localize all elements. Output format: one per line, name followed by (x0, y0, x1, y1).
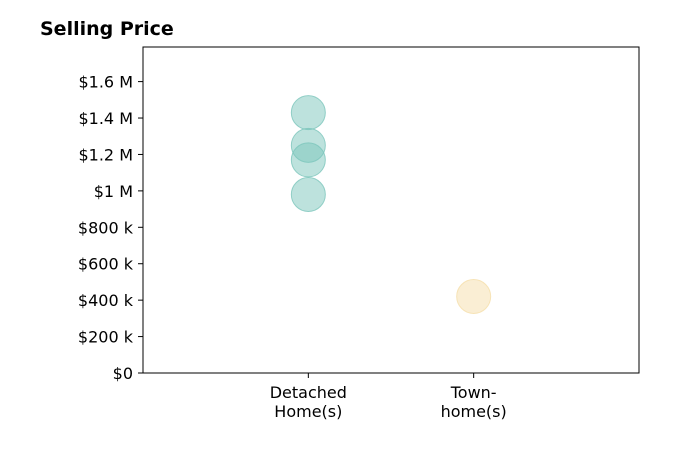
y-tick-label: $1 M (94, 182, 133, 201)
x-tick-label: home(s) (441, 402, 507, 421)
y-tick-label: $0 (113, 364, 133, 383)
data-point (456, 279, 492, 315)
data-point (290, 95, 326, 131)
plot-frame (142, 46, 640, 374)
x-tick-label: Detached (270, 383, 347, 402)
y-tick-label: $600 k (78, 255, 134, 274)
y-tick-label: $1.6 M (78, 73, 133, 92)
x-tick-label: Home(s) (274, 402, 342, 421)
y-tick-label: $1.4 M (78, 109, 133, 128)
y-tick-label: $200 k (78, 328, 134, 347)
chart-title: Selling Price (40, 18, 174, 40)
data-points (290, 95, 492, 315)
data-point (290, 142, 326, 178)
y-tick-label: $400 k (78, 291, 134, 310)
y-tick-label: $1.2 M (78, 145, 133, 164)
y-tick-label: $800 k (78, 218, 134, 237)
x-tick-label: Town- (450, 383, 497, 402)
data-point (290, 177, 326, 213)
y-axis: $0 $200 k $400 k $600 k $800 k $1 M $1.2 M $1.4… (78, 73, 143, 383)
